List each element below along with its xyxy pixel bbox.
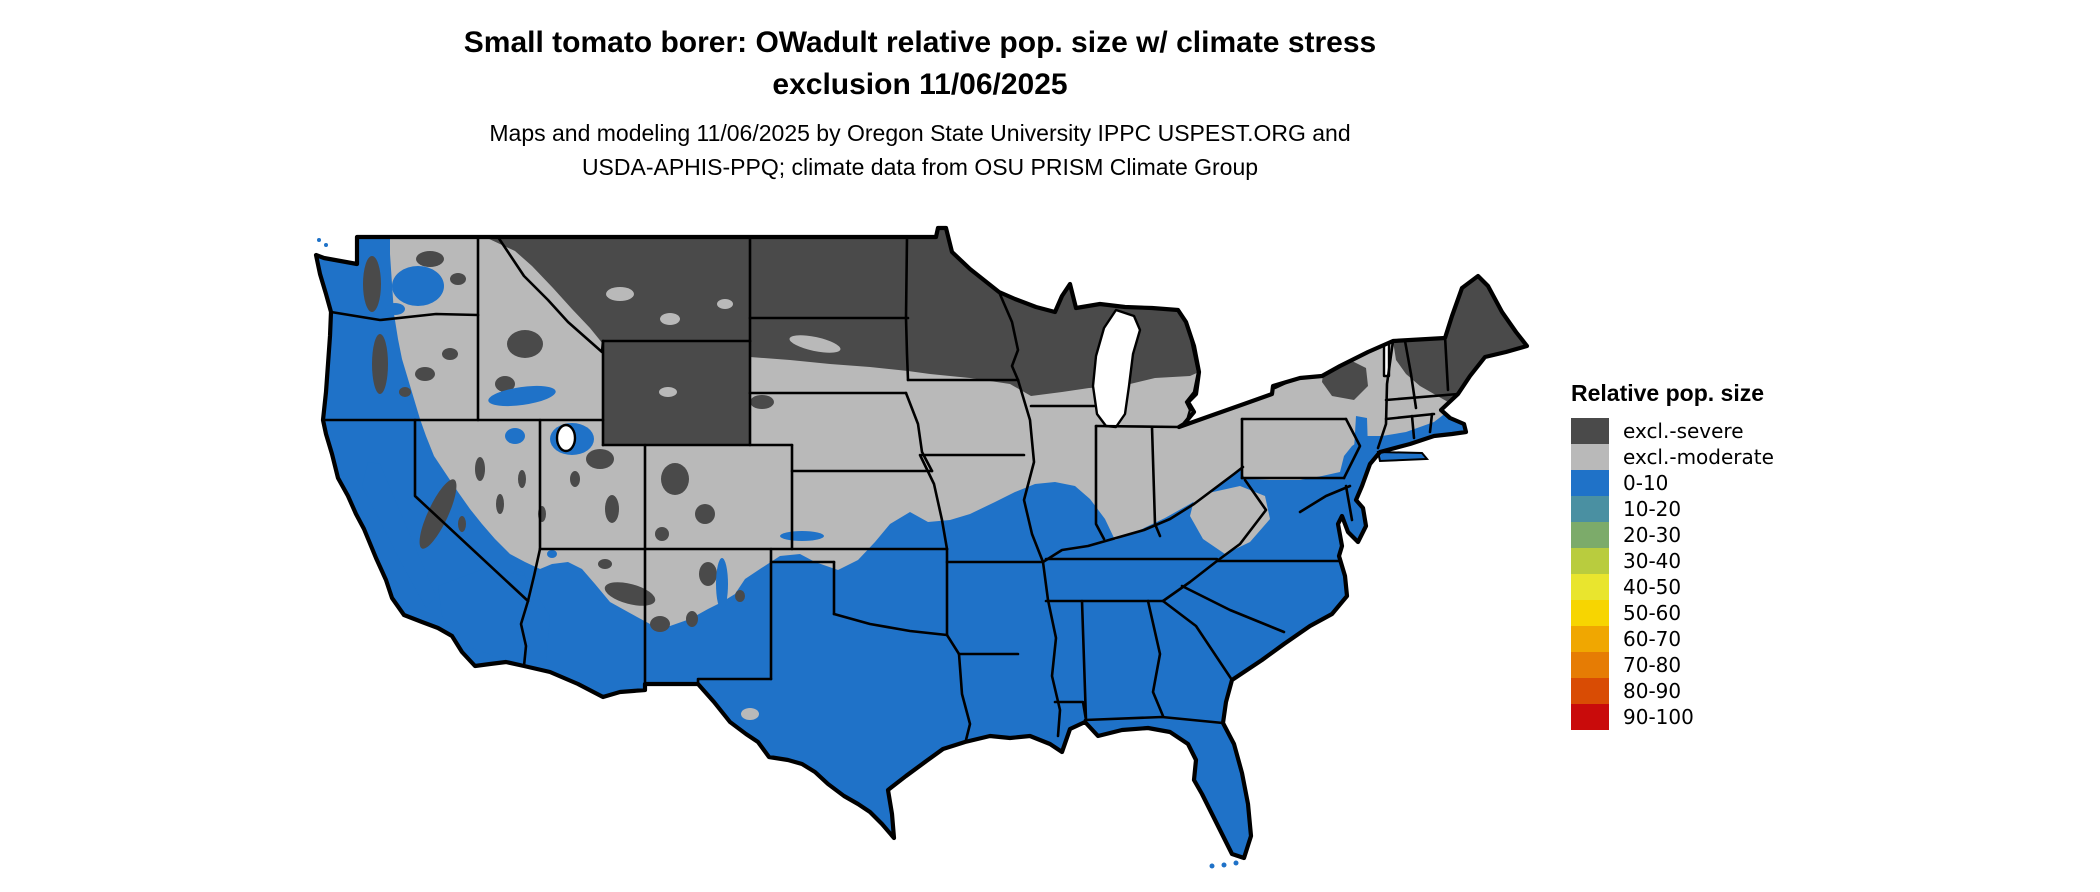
map-class-excl-severe-newengland (1393, 276, 1527, 402)
great-salt-lake (555, 423, 577, 453)
figure-subtitle-line1: Maps and modeling 11/06/2025 by Oregon S… (489, 120, 1351, 146)
figure-subtitle: Maps and modeling 11/06/2025 by Oregon S… (170, 116, 1670, 184)
legend-label: 10-20 (1623, 497, 1682, 521)
legend-row: 60-70 (1571, 626, 1774, 652)
legend-swatch-excl-moderate (1571, 444, 1609, 470)
legend-row: 70-80 (1571, 652, 1774, 678)
legend-swatch-0-10 (1571, 470, 1609, 496)
legend-row: excl.-severe (1571, 418, 1774, 444)
legend-swatch-excl-severe (1571, 418, 1609, 444)
legend-label: 60-70 (1623, 627, 1682, 651)
florida-keys (1209, 860, 1239, 869)
legend-swatch-70-80 (1571, 652, 1609, 678)
legend-label: 90-100 (1623, 705, 1694, 729)
legend-swatch-50-60 (1571, 600, 1609, 626)
legend-row: 20-30 (1571, 522, 1774, 548)
legend-label: 50-60 (1623, 601, 1682, 625)
legend-row: excl.-moderate (1571, 444, 1774, 470)
legend-swatch-30-40 (1571, 548, 1609, 574)
legend-label: 40-50 (1623, 575, 1682, 599)
state-borders (321, 235, 1464, 746)
legend-row: 0-10 (1571, 470, 1774, 496)
long-island (1376, 450, 1430, 463)
legend-row: 80-90 (1571, 678, 1774, 704)
figure-title: Small tomato borer: OWadult relative pop… (170, 22, 1670, 106)
legend-label: 70-80 (1623, 653, 1682, 677)
figure-title-line1: Small tomato borer: OWadult relative pop… (463, 26, 1377, 59)
legend-row: 50-60 (1571, 600, 1774, 626)
us-map (313, 225, 1530, 869)
legend-swatch-60-70 (1571, 626, 1609, 652)
legend-swatch-40-50 (1571, 574, 1609, 600)
legend-label: 30-40 (1623, 549, 1682, 573)
legend-row: 30-40 (1571, 548, 1774, 574)
us-map-container (310, 224, 1530, 880)
legend-label: 0-10 (1623, 471, 1669, 495)
legend-swatch-90-100 (1571, 704, 1609, 730)
legend-label: excl.-moderate (1623, 445, 1774, 469)
figure-subtitle-line2: USDA-APHIS-PPQ; climate data from OSU PR… (581, 154, 1259, 180)
legend-swatch-20-30 (1571, 522, 1609, 548)
us-outline (313, 225, 1530, 861)
legend-row: 10-20 (1571, 496, 1774, 522)
figure-title-line2: exclusion 11/06/2025 (772, 68, 1068, 101)
legend-label: 80-90 (1623, 679, 1682, 703)
map-dark-mountain-patches (363, 251, 774, 632)
legend: Relative pop. size excl.-severe excl.-mo… (1571, 380, 1991, 730)
legend-row: 40-50 (1571, 574, 1774, 600)
legend-row: 90-100 (1571, 704, 1774, 730)
legend-label: excl.-severe (1623, 419, 1744, 443)
legend-rows: excl.-severe excl.-moderate 0-10 10-20 2… (1571, 418, 1774, 730)
puget-islands (317, 238, 328, 247)
map-gray-speckles (606, 287, 841, 397)
map-blue-valley-patches (362, 266, 1368, 662)
legend-label: 20-30 (1623, 523, 1682, 547)
legend-swatch-10-20 (1571, 496, 1609, 522)
legend-swatch-80-90 (1571, 678, 1609, 704)
legend-title: Relative pop. size (1571, 380, 1765, 406)
